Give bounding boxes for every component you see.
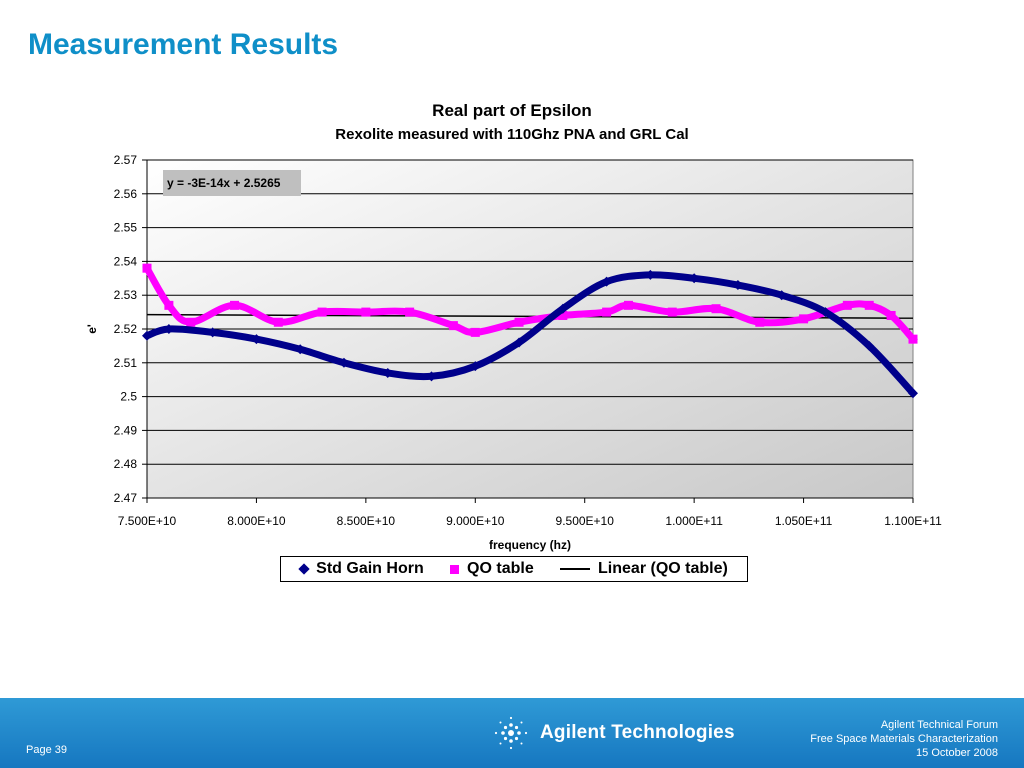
- std-gain-horn-point: [251, 334, 262, 345]
- std-gain-horn-point: [338, 357, 349, 368]
- page-number: Page 39: [26, 744, 67, 756]
- qo-table-point: [142, 263, 152, 273]
- qo-table-point: [602, 307, 612, 317]
- qo-table-point: [470, 327, 480, 337]
- y-tick-label: 2.51: [114, 356, 138, 370]
- y-tick-label: 2.53: [114, 288, 138, 302]
- y-tick-label: 2.55: [114, 221, 138, 235]
- qo-table-point: [514, 317, 524, 327]
- std-gain-horn-point: [732, 280, 743, 291]
- logo-text: Agilent Technologies: [540, 722, 735, 743]
- std-gain-horn-point: [776, 290, 787, 301]
- diamond-marker-icon: [298, 563, 310, 575]
- chart-title: Real part of Epsilon: [432, 101, 592, 120]
- footer-event: Agilent Technical Forum: [880, 719, 998, 731]
- qo-table-point: [886, 310, 896, 320]
- std-gain-horn-point: [382, 367, 393, 378]
- y-tick-label: 2.52: [114, 322, 138, 336]
- qo-table-point: [623, 300, 633, 310]
- qo-table-point: [405, 307, 415, 317]
- std-gain-horn-point: [514, 337, 525, 348]
- chart-subtitle: Rexolite measured with 110Ghz PNA and GR…: [335, 126, 689, 143]
- x-tick-label: 8.500E+10: [337, 514, 396, 528]
- y-tick-label: 2.57: [114, 153, 138, 167]
- qo-table-point: [711, 304, 721, 314]
- qo-table-point: [317, 307, 327, 317]
- qo-table-point: [558, 310, 568, 320]
- std-gain-horn-point: [820, 307, 831, 318]
- x-tick-label: 9.500E+10: [556, 514, 615, 528]
- y-tick-label: 2.49: [114, 423, 138, 437]
- qo-table-point: [908, 334, 918, 344]
- y-tick-label: 2.56: [114, 187, 138, 201]
- x-tick-label: 1.000E+11: [665, 514, 723, 528]
- x-tick-label: 1.050E+11: [775, 514, 833, 528]
- y-tick-label: 2.54: [114, 254, 138, 268]
- footer-topic: Free Space Materials Characterization: [810, 733, 998, 745]
- legend-item-qo-table: QO table: [450, 560, 534, 578]
- x-tick-label: 1.100E+11: [884, 514, 942, 528]
- y-tick-label: 2.47: [114, 491, 138, 505]
- x-tick-label: 8.000E+10: [227, 514, 286, 528]
- std-gain-horn-point: [864, 340, 875, 351]
- qo-table-point: [842, 300, 852, 310]
- std-gain-horn-point: [689, 273, 700, 284]
- legend-label: Std Gain Horn: [316, 560, 424, 577]
- footer-bar: Page 39 Agilent Technologies Agilent Tec…: [0, 698, 1024, 768]
- chart: y = -3E-14x + 2.5265 2.47 2.48 2.49 2.5 2.51…: [85, 153, 942, 552]
- line-marker-icon: [560, 568, 591, 570]
- std-gain-horn-point: [426, 371, 437, 382]
- std-gain-horn-point: [163, 324, 174, 334]
- x-tick-label: 7.500E+10: [118, 514, 177, 528]
- chart-legend: Std Gain Horn QO table Linear (QO table): [280, 556, 748, 582]
- trendline-linear-qo-table: [146, 313, 914, 319]
- qo-table-point: [164, 300, 174, 310]
- company-logo: Agilent Technologies: [492, 714, 735, 752]
- x-tick-label: 9.000E+10: [446, 514, 505, 528]
- equation-label: y = -3E-14x + 2.5265: [167, 176, 281, 190]
- legend-label: Linear (QO table): [598, 560, 728, 577]
- std-gain-horn-point: [601, 276, 612, 287]
- x-axis-label: frequency (hz): [489, 538, 571, 552]
- qo-table-point: [361, 307, 371, 317]
- slide-title: Measurement Results: [28, 28, 339, 61]
- qo-table-point: [667, 307, 677, 317]
- footer-date: 15 October 2008: [916, 747, 998, 759]
- std-gain-horn-point: [470, 361, 481, 372]
- std-gain-horn-point: [142, 330, 152, 341]
- qo-table-point: [273, 317, 283, 327]
- std-gain-horn-point: [295, 344, 306, 355]
- qo-table-point: [755, 317, 765, 327]
- std-gain-horn-point: [557, 303, 568, 314]
- legend-item-linear-qo-table: Linear (QO table): [560, 560, 728, 578]
- std-gain-horn-point: [645, 269, 656, 280]
- std-gain-horn-point: [207, 327, 218, 338]
- y-tick-label: 2.5: [120, 390, 137, 404]
- equation-box: [163, 170, 301, 196]
- qo-table-point: [186, 317, 196, 327]
- legend-item-std-gain-horn: Std Gain Horn: [298, 560, 424, 578]
- std-gain-horn-point: [908, 388, 918, 399]
- qo-table-point: [230, 300, 240, 310]
- qo-table-point: [448, 321, 458, 331]
- spark-logo-icon: [494, 716, 528, 750]
- qo-table-point: [799, 314, 809, 324]
- footer-info: Agilent Technical Forum Free Space Mater…: [810, 718, 998, 760]
- y-axis-label: e': [85, 324, 99, 334]
- square-marker-icon: [450, 564, 460, 574]
- legend-label: QO table: [467, 560, 534, 577]
- qo-table-point: [864, 300, 874, 310]
- y-tick-label: 2.48: [114, 457, 138, 471]
